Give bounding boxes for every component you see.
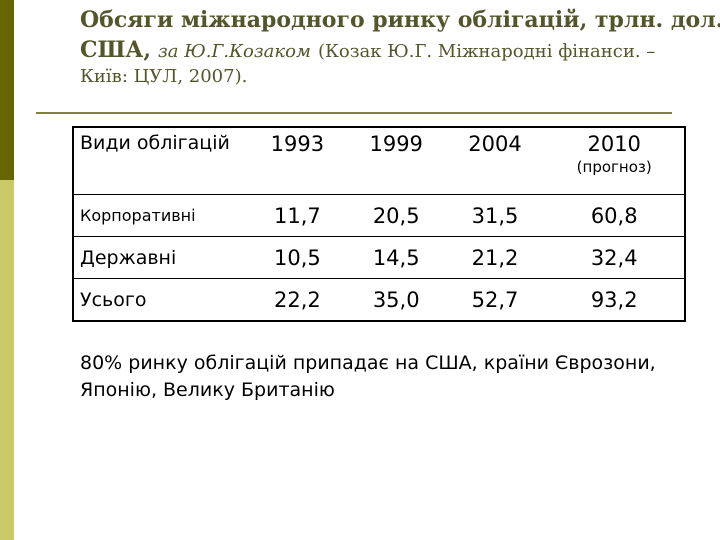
table-row: Усього 22,2 35,0 52,7 93,2 bbox=[73, 278, 685, 321]
header-year-label: 2010 bbox=[587, 132, 641, 156]
row-label: Усього bbox=[73, 278, 248, 321]
table-cell: 32,4 bbox=[544, 236, 685, 279]
slide-title: Обсяги міжнародного ринку облігацій, трл… bbox=[80, 6, 720, 90]
title-line-1: Обсяги міжнародного ринку облігацій, трл… bbox=[80, 7, 720, 33]
header-year-label: 1993 bbox=[270, 132, 325, 156]
table-row: Корпоративні 11,7 20,5 31,5 60,8 bbox=[73, 194, 685, 237]
header-year-2010: 2010 (прогноз) bbox=[544, 127, 685, 195]
row-label: Корпоративні bbox=[73, 194, 248, 237]
header-year-2004: 2004 bbox=[446, 127, 545, 195]
table-cell: 35,0 bbox=[346, 278, 446, 321]
row-label: Державні bbox=[73, 236, 248, 279]
title-usa: США, bbox=[80, 36, 151, 63]
table-row: Державні 10,5 14,5 21,2 32,4 bbox=[73, 236, 685, 279]
table-cell: 31,5 bbox=[445, 194, 545, 237]
table-cell: 11,7 bbox=[248, 194, 347, 237]
side-bar-light bbox=[0, 180, 14, 540]
title-divider bbox=[36, 112, 672, 114]
header-year-label: 1999 bbox=[369, 132, 423, 156]
title-line-3: Київ: ЦУЛ, 2007). bbox=[80, 66, 248, 88]
header-forecast-note: (прогноз) bbox=[576, 158, 652, 176]
bond-market-table: Види облігацій 1993 1999 2004 2010 (прог… bbox=[72, 126, 686, 322]
table-cell: 21,2 bbox=[445, 236, 545, 279]
side-bar-dark bbox=[0, 0, 14, 180]
header-year-label: 2004 bbox=[468, 132, 522, 156]
table-header-row: Види облігацій 1993 1999 2004 2010 (прог… bbox=[73, 127, 685, 195]
table-cell: 10,5 bbox=[248, 236, 347, 279]
header-year-1993: 1993 bbox=[248, 127, 347, 195]
table-cell: 52,7 bbox=[445, 278, 545, 321]
table-cell: 93,2 bbox=[544, 278, 685, 321]
title-source: (Козак Ю.Г. Міжнародні фінанси. – bbox=[317, 40, 656, 62]
table-cell: 20,5 bbox=[346, 194, 446, 237]
header-bond-types: Види облігацій bbox=[80, 132, 230, 154]
table-cell: 22,2 bbox=[248, 278, 347, 321]
market-share-note: 80% ринку облігацій припадає на США, кра… bbox=[80, 352, 656, 401]
table-cell: 60,8 bbox=[544, 194, 685, 237]
title-author: за Ю.Г.Козаком bbox=[157, 40, 311, 62]
header-year-1999: 1999 bbox=[347, 127, 446, 195]
title-line-2: США, за Ю.Г.Козаком (Козак Ю.Г. Міжнарод… bbox=[80, 36, 700, 66]
table-cell: 14,5 bbox=[346, 236, 446, 279]
